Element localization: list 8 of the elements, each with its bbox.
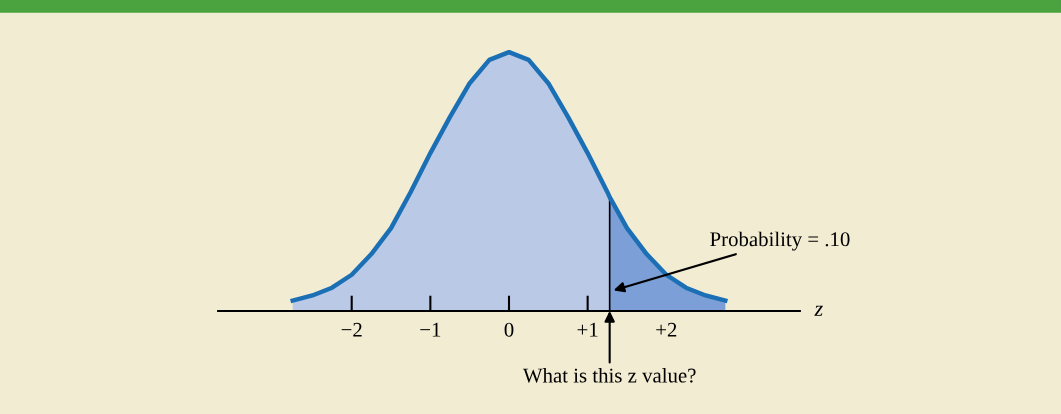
annotation: Probability = .10 [710,231,850,251]
x-tick-label: −1 [420,322,441,337]
x-tick-label: −2 [341,322,362,337]
x-tick-label: +1 [577,322,598,337]
annotation: What is this z value? [522,367,696,383]
x-tick-label: 0 [504,322,514,337]
x-tick-label: +2 [656,322,677,337]
x-axis-title: z [814,305,823,316]
